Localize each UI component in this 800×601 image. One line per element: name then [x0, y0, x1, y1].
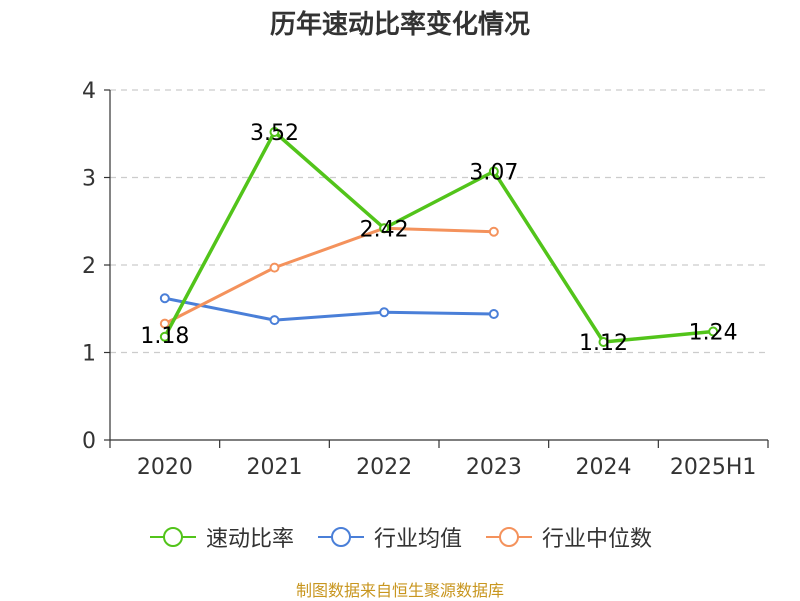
- legend-marker-industry-average: [317, 527, 364, 547]
- x-tick-label-2025H1: 2025H1: [670, 455, 757, 480]
- data-point-s0-2021: [269, 127, 280, 137]
- data-point-s0-2020: [159, 331, 170, 342]
- data-label-2025H1: 1.24: [689, 321, 738, 346]
- legend-label-industry-median: 行业中位数: [542, 527, 653, 552]
- data-point-s1-2021: [269, 315, 280, 326]
- data-label-2022: 2.42: [360, 217, 409, 242]
- data-point-s2-2023: [488, 226, 499, 237]
- y-tick-label-1: 1: [82, 342, 96, 367]
- chart-title: 历年速动比率变化情况: [269, 10, 530, 40]
- x-tick-label-2022: 2022: [356, 455, 412, 480]
- y-tick-label-0: 0: [82, 429, 96, 454]
- data-label-2020: 1.18: [140, 324, 189, 349]
- legend-item-industry-average[interactable]: 行业均值: [316, 521, 462, 553]
- y-tick-label-4: 4: [82, 79, 96, 104]
- data-point-s0-2022: [379, 223, 390, 234]
- legend-marker-industry-median: [486, 527, 532, 547]
- data-point-s1-2020: [159, 293, 170, 304]
- y-tick-label-3: 3: [82, 167, 96, 192]
- data-label-2024: 1.12: [579, 331, 628, 356]
- series-line-1: [164, 296, 494, 322]
- data-point-s0-2024: [598, 337, 609, 347]
- legend-label-industry-average: 行业均值: [373, 527, 462, 552]
- data-point-s0-2023: [488, 166, 499, 177]
- series-line-0: [163, 130, 714, 344]
- legend-item-quick-ratio[interactable]: 速动比率: [148, 521, 294, 553]
- data-point-s1-2023: [488, 309, 499, 319]
- legend-marker-quick-ratio: [149, 527, 196, 547]
- x-tick-label-2020: 2020: [137, 455, 193, 480]
- legend: 速动比率 行业均值 行业中位数: [0, 521, 800, 553]
- x-tick-label-2021: 2021: [247, 455, 303, 480]
- y-tick-label-2: 2: [82, 254, 96, 279]
- data-point-s1-2022: [379, 307, 390, 318]
- data-label-2023: 3.07: [469, 160, 518, 185]
- data-point-s2-2020: [159, 318, 170, 329]
- data-source-note: 制图数据来自恒生聚源数据库: [295, 581, 504, 600]
- x-tick-label-2024: 2024: [576, 455, 632, 480]
- data-point-s0-2025H1: [708, 326, 719, 337]
- legend-label-quick-ratio: 速动比率: [205, 527, 294, 552]
- series-line-2: [164, 226, 494, 325]
- data-point-s2-2021: [269, 262, 280, 273]
- legend-item-industry-median[interactable]: 行业中位数: [484, 521, 652, 553]
- x-tick-label-2023: 2023: [466, 455, 522, 480]
- data-label-2021: 3.52: [250, 121, 299, 146]
